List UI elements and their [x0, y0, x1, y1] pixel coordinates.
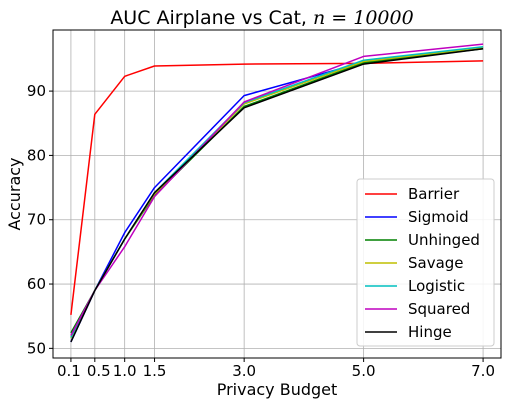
x-tick-label: 5.0	[352, 362, 376, 380]
y-tick-label: 70	[27, 211, 46, 229]
legend-label-logistic: Logistic	[408, 277, 465, 295]
y-axis-label: Accuracy	[5, 157, 24, 230]
x-tick-label: 7.0	[471, 362, 495, 380]
legend: Barrier Sigmoid Unhinged Savage Logistic Squa…	[356, 178, 495, 347]
legend-label-savage: Savage	[408, 254, 464, 272]
chart-title-math: n = 10000	[313, 7, 414, 29]
x-axis-label: Privacy Budget	[217, 380, 338, 399]
legend-box	[356, 178, 495, 347]
y-tick-label: 60	[27, 275, 46, 293]
y-tick-label: 80	[27, 146, 46, 164]
x-tick-label: 3.0	[232, 362, 256, 380]
axis-ticks: 0.1 0.5 1.0 1.5 3.0 5.0 7.0 50 60 70 80 90	[27, 82, 495, 380]
legend-label-squared: Squared	[408, 300, 470, 318]
series-lines	[70, 43, 484, 343]
legend-label-hinge: Hinge	[408, 323, 452, 341]
series-line-hinge	[70, 47, 484, 343]
legend-label-unhinged: Unhinged	[408, 231, 480, 249]
x-tick-label: 0.1	[57, 362, 81, 380]
x-tick-label: 1.0	[113, 362, 137, 380]
plot-frame	[52, 29, 502, 359]
legend-label-sigmoid: Sigmoid	[408, 208, 469, 226]
x-tick-label: 0.5	[87, 362, 111, 380]
legend-label-barrier: Barrier	[408, 185, 460, 203]
chart-title-text: AUC Airplane vs Cat,	[110, 7, 313, 29]
x-tick-label: 1.5	[143, 362, 167, 380]
y-tick-label: 90	[27, 82, 46, 100]
y-tick-label: 50	[27, 339, 46, 357]
chart-title: AUC Airplane vs Cat, n = 10000	[110, 7, 413, 29]
